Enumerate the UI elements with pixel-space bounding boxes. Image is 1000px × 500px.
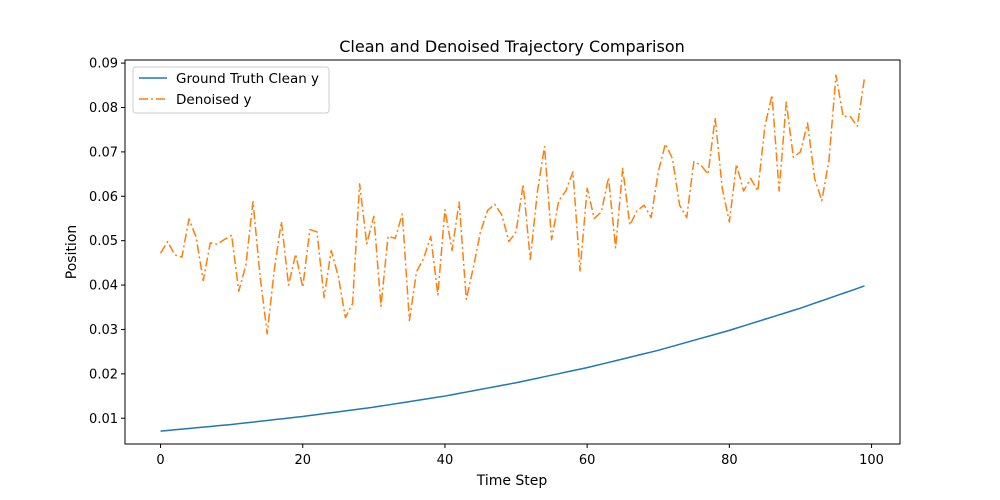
x-tick-label: 0 bbox=[156, 453, 164, 468]
x-axis-label: Time Step bbox=[476, 473, 548, 489]
y-tick-label: 0.07 bbox=[89, 145, 118, 160]
chart-title: Clean and Denoised Trajectory Comparison bbox=[339, 37, 685, 56]
legend-box bbox=[132, 66, 330, 114]
plot-area bbox=[159, 74, 866, 432]
plot-frame bbox=[124, 59, 901, 445]
x-tick-label: 20 bbox=[294, 453, 311, 468]
x-tick-label: 60 bbox=[579, 453, 596, 468]
y-tick-label: 0.09 bbox=[89, 57, 118, 72]
series-line-denoised bbox=[159, 74, 866, 335]
y-axis-ticks: 0.01 0.02 0.03 0.04 0.05 0.06 0.07 0.08 0.09 bbox=[89, 57, 125, 427]
legend: Ground Truth Clean y Denoised y bbox=[132, 66, 330, 114]
y-tick-label: 0.03 bbox=[89, 323, 118, 338]
series-line-ground-truth bbox=[160, 285, 865, 432]
y-tick-label: 0.08 bbox=[89, 101, 118, 116]
y-tick-label: 0.06 bbox=[89, 190, 118, 205]
y-axis-label: Position bbox=[64, 225, 80, 280]
y-tick-label: 0.02 bbox=[89, 367, 118, 382]
y-tick-label: 0.04 bbox=[89, 279, 118, 294]
series-layer bbox=[159, 74, 866, 432]
y-tick-label: 0.01 bbox=[89, 412, 118, 427]
legend-label-ground-truth: Ground Truth Clean y bbox=[176, 71, 319, 87]
x-axis-ticks: 0 20 40 60 80 100 bbox=[156, 444, 884, 468]
x-tick-label: 100 bbox=[859, 453, 884, 468]
x-tick-label: 40 bbox=[437, 453, 454, 468]
legend-label-denoised: Denoised y bbox=[176, 92, 251, 108]
x-tick-label: 80 bbox=[721, 453, 738, 468]
y-tick-label: 0.05 bbox=[89, 234, 118, 249]
